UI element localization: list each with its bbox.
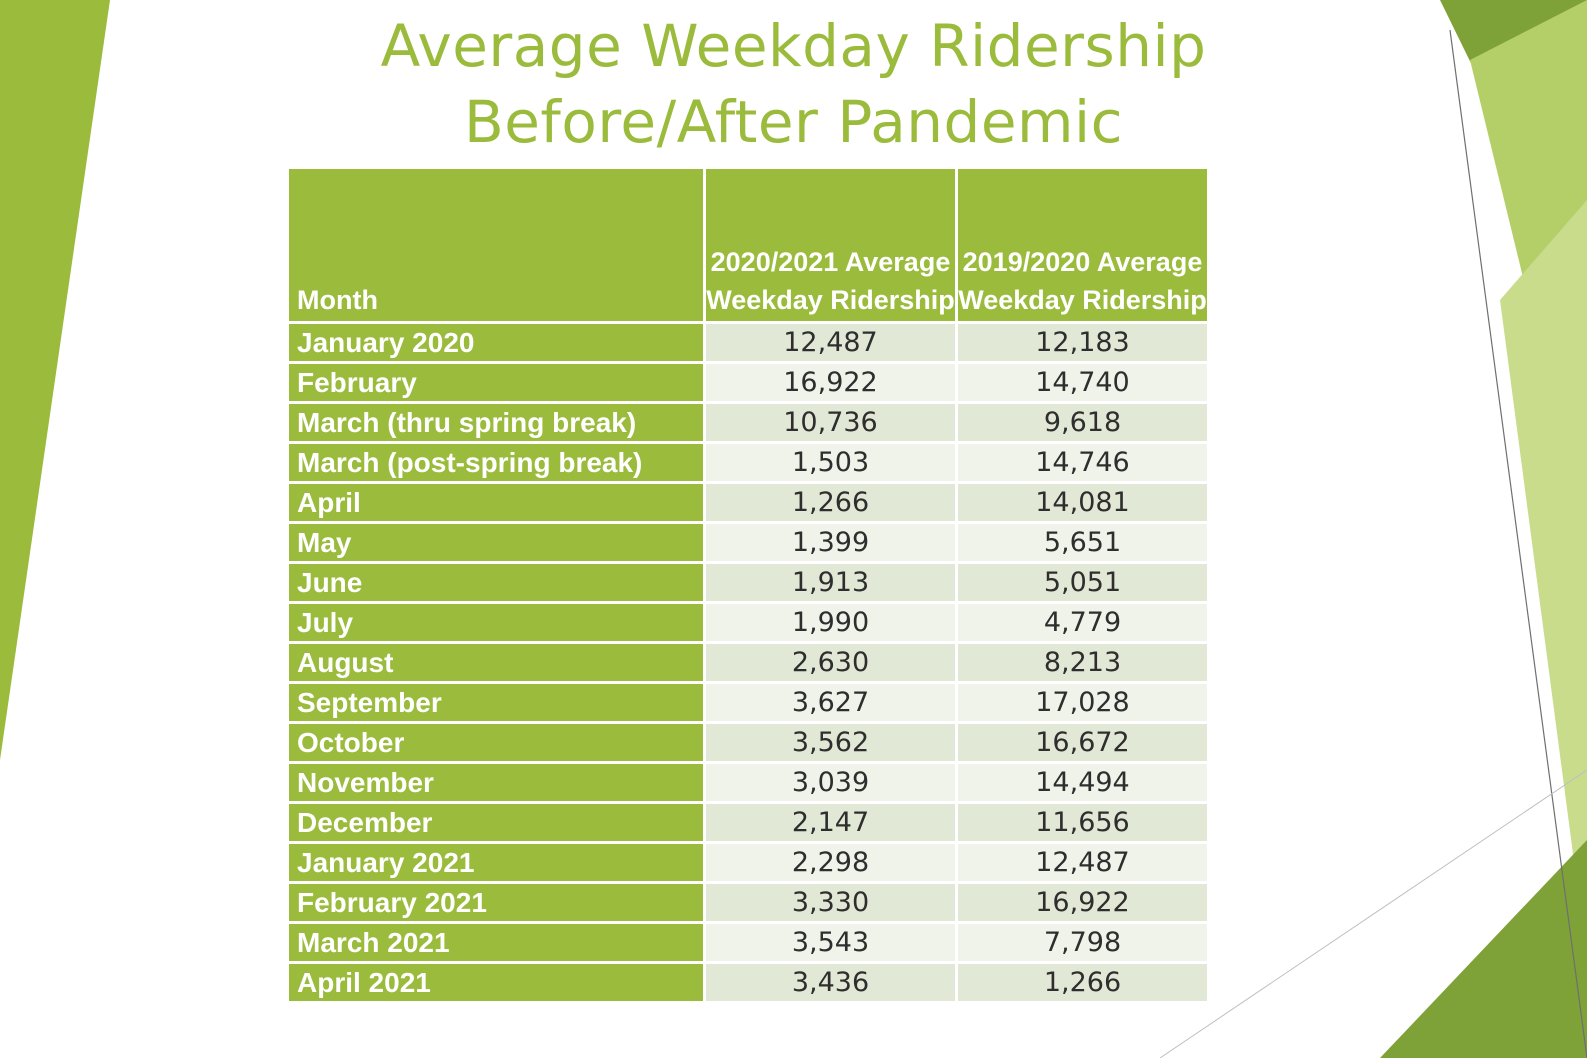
month-cell: March (post-spring break)	[286, 441, 706, 484]
ridership-2020-2021-cell: 1,266	[703, 481, 958, 524]
ridership-2019-2020-cell: 5,651	[955, 521, 1210, 564]
thin-diagonal-line-bottom	[1159, 769, 1587, 1058]
table-row: August 2,630 8,213	[286, 641, 1210, 684]
ridership-2020-2021-cell: 3,436	[703, 961, 958, 1004]
month-cell: September	[286, 681, 706, 724]
ridership-2020-2021-cell: 3,330	[703, 881, 958, 924]
ridership-2020-2021-cell: 2,298	[703, 841, 958, 884]
ridership-2019-2020-cell: 11,656	[955, 801, 1210, 844]
month-cell: March 2021	[286, 921, 706, 964]
table-body: January 2020 12,487 12,183 February 16,922 14…	[286, 321, 1210, 1004]
ridership-2019-2020-cell: 17,028	[955, 681, 1210, 724]
month-cell: April	[286, 481, 706, 524]
ridership-2020-2021-cell: 1,503	[703, 441, 958, 484]
bottom-right-accent	[1380, 840, 1587, 1058]
slide-title-line-1: Average Weekday Ridership	[380, 12, 1207, 80]
ridership-2020-2021-cell: 2,630	[703, 641, 958, 684]
table-row: February 2021 3,330 16,922	[286, 881, 1210, 924]
table-row: March (thru spring break) 10,736 9,618	[286, 401, 1210, 444]
table-row: April 2021 3,436 1,266	[286, 961, 1210, 1004]
ridership-2020-2021-cell: 3,627	[703, 681, 958, 724]
month-cell: January 2020	[286, 321, 706, 364]
ridership-2019-2020-cell: 14,494	[955, 761, 1210, 804]
ridership-table: Month 2020/2021 Average Weekday Ridershi…	[286, 166, 1210, 1004]
ridership-2019-2020-cell: 16,922	[955, 881, 1210, 924]
table-row: November 3,039 14,494	[286, 761, 1210, 804]
table-row: March 2021 3,543 7,798	[286, 921, 1210, 964]
table-header-row: Month 2020/2021 Average Weekday Ridershi…	[286, 166, 1210, 324]
month-cell: June	[286, 561, 706, 604]
right-accent-pale	[1500, 200, 1587, 960]
header-2019-2020: 2019/2020 Average Weekday Ridership	[955, 166, 1210, 324]
ridership-2020-2021-cell: 1,990	[703, 601, 958, 644]
ridership-2020-2021-cell: 3,039	[703, 761, 958, 804]
ridership-2020-2021-cell: 3,543	[703, 921, 958, 964]
ridership-2019-2020-cell: 7,798	[955, 921, 1210, 964]
thin-diagonal-line	[1449, 29, 1587, 1058]
ridership-2019-2020-cell: 9,618	[955, 401, 1210, 444]
month-cell: February	[286, 361, 706, 404]
table-row: April 1,266 14,081	[286, 481, 1210, 524]
ridership-2019-2020-cell: 14,746	[955, 441, 1210, 484]
month-cell: December	[286, 801, 706, 844]
table-row: July 1,990 4,779	[286, 601, 1210, 644]
month-cell: August	[286, 641, 706, 684]
ridership-2019-2020-cell: 1,266	[955, 961, 1210, 1004]
ridership-2019-2020-cell: 14,081	[955, 481, 1210, 524]
table-row: October 3,562 16,672	[286, 721, 1210, 764]
ridership-2019-2020-cell: 12,487	[955, 841, 1210, 884]
table-row: February 16,922 14,740	[286, 361, 1210, 404]
table-row: June 1,913 5,051	[286, 561, 1210, 604]
ridership-2019-2020-cell: 4,779	[955, 601, 1210, 644]
ridership-2019-2020-cell: 14,740	[955, 361, 1210, 404]
ridership-2020-2021-cell: 12,487	[703, 321, 958, 364]
month-cell: March (thru spring break)	[286, 401, 706, 444]
left-accent-shape	[0, 0, 110, 760]
ridership-2020-2021-cell: 1,913	[703, 561, 958, 604]
table-row: December 2,147 11,656	[286, 801, 1210, 844]
ridership-2019-2020-cell: 12,183	[955, 321, 1210, 364]
month-cell: February 2021	[286, 881, 706, 924]
ridership-2020-2021-cell: 1,399	[703, 521, 958, 564]
month-cell: January 2021	[286, 841, 706, 884]
month-cell: July	[286, 601, 706, 644]
table-row: May 1,399 5,651	[286, 521, 1210, 564]
table-row: January 2020 12,487 12,183	[286, 321, 1210, 364]
ridership-2020-2021-cell: 10,736	[703, 401, 958, 444]
ridership-2020-2021-cell: 2,147	[703, 801, 958, 844]
table-row: March (post-spring break) 1,503 14,746	[286, 441, 1210, 484]
month-cell: April 2021	[286, 961, 706, 1004]
header-2020-2021: 2020/2021 Average Weekday Ridership	[703, 166, 958, 324]
ridership-2019-2020-cell: 16,672	[955, 721, 1210, 764]
month-cell: October	[286, 721, 706, 764]
month-cell: May	[286, 521, 706, 564]
ridership-2020-2021-cell: 16,922	[703, 361, 958, 404]
ridership-2019-2020-cell: 8,213	[955, 641, 1210, 684]
ridership-2019-2020-cell: 5,051	[955, 561, 1210, 604]
slide-title-line-2: Before/After Pandemic	[463, 88, 1124, 156]
ridership-2020-2021-cell: 3,562	[703, 721, 958, 764]
table-row: January 2021 2,298 12,487	[286, 841, 1210, 884]
month-cell: November	[286, 761, 706, 804]
header-month: Month	[286, 166, 706, 324]
table-row: September 3,627 17,028	[286, 681, 1210, 724]
